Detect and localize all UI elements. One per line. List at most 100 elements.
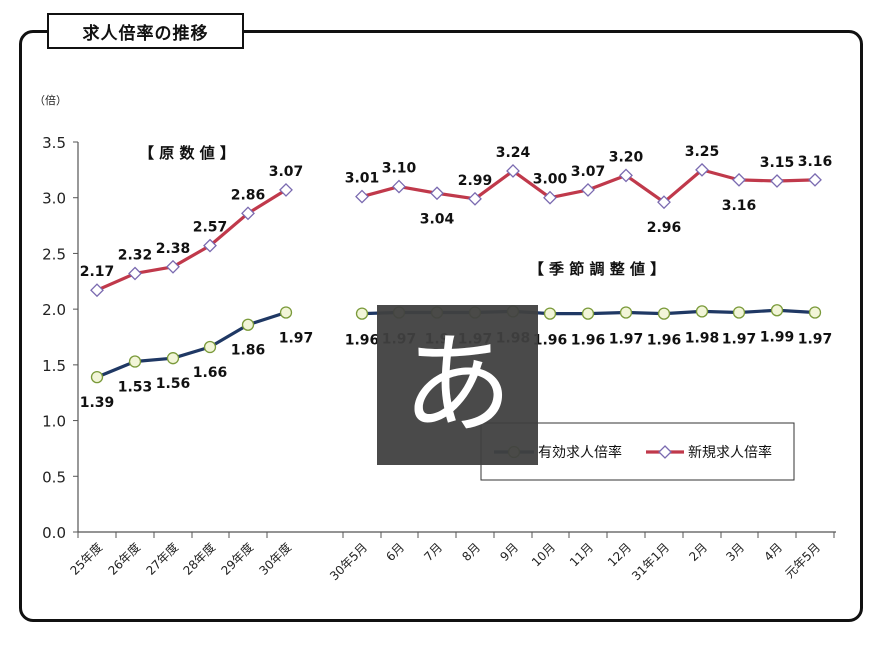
data-label: 3.16: [722, 198, 757, 214]
data-label: 2.96: [647, 220, 682, 236]
data-point: [808, 172, 822, 187]
series-line-1: [96, 188, 287, 292]
data-point: [241, 318, 255, 331]
data-label: 2.17: [80, 264, 115, 280]
legend-label: 有効求人倍率: [538, 444, 622, 461]
data-label: 2.86: [231, 187, 266, 203]
data-label: 2.57: [193, 220, 228, 236]
data-point: [90, 370, 104, 384]
data-point: [770, 174, 784, 188]
data-label: 1.98: [685, 330, 720, 346]
data-point: [468, 191, 482, 206]
data-label: 1.96: [345, 333, 380, 349]
x-tick-label: 元年5月: [782, 540, 823, 581]
data-point: [203, 340, 217, 354]
y-tick-label: 1.0: [42, 413, 66, 431]
data-point: [430, 186, 444, 201]
x-tick-label: 27年度: [143, 540, 181, 578]
data-point: [657, 195, 671, 210]
x-tick-label: 6月: [383, 540, 407, 564]
y-tick-label: 3.0: [42, 190, 66, 208]
data-point: [808, 306, 822, 319]
y-tick-label: 0.5: [42, 468, 66, 486]
x-tick-label: 26年度: [105, 540, 143, 578]
data-point: [166, 259, 180, 274]
data-point: [241, 206, 255, 221]
overlay-glyph: あ: [402, 321, 513, 449]
data-label: 2.99: [458, 173, 493, 189]
data-label: 3.01: [345, 171, 380, 187]
x-tick-label: 12月: [605, 540, 634, 569]
data-label: 3.25: [685, 144, 720, 160]
legend-label: 新規求人倍率: [688, 444, 772, 461]
x-tick-label: 30年5月: [327, 540, 370, 583]
data-point: [770, 304, 784, 317]
data-label: 1.56: [156, 376, 191, 392]
x-tick-label: 25年度: [67, 540, 105, 578]
data-label: 1.97: [722, 331, 757, 347]
data-label: 2.32: [118, 247, 153, 263]
x-tick-label: 29年度: [218, 540, 256, 578]
y-unit-label: （倍）: [34, 93, 67, 107]
data-point: [355, 307, 369, 320]
x-tick-label: 31年1月: [629, 540, 672, 583]
data-label: 3.16: [798, 154, 833, 170]
x-tick-label: 7月: [421, 540, 445, 564]
data-label: 1.39: [80, 395, 115, 411]
y-tick-label: 3.5: [42, 134, 66, 152]
data-label: 3.10: [382, 161, 417, 177]
data-point: [732, 306, 746, 319]
legend-swatch-marker: [658, 445, 672, 459]
data-point: [279, 306, 293, 319]
x-tick-label: 30年度: [256, 540, 294, 578]
data-point: [506, 164, 520, 178]
data-point: [732, 172, 746, 187]
data-point: [128, 355, 142, 368]
series-line-0: [96, 310, 287, 379]
data-point: [581, 307, 595, 320]
data-point: [279, 182, 293, 197]
data-label: 3.04: [420, 211, 455, 227]
data-point: [619, 306, 633, 319]
data-point: [695, 305, 709, 318]
data-label: 1.97: [798, 331, 833, 347]
data-point: [543, 307, 557, 320]
data-label: 3.07: [571, 164, 606, 180]
data-point: [203, 238, 217, 253]
x-tick-label: 2月: [686, 540, 710, 564]
x-tick-label: 10月: [529, 540, 558, 569]
input-method-overlay: あ: [377, 305, 538, 465]
data-point: [695, 162, 709, 177]
data-label: 3.15: [760, 155, 795, 171]
data-label: 3.07: [269, 164, 304, 180]
x-tick-label: 4月: [761, 540, 785, 564]
data-label: 1.96: [533, 333, 568, 349]
data-point: [166, 352, 180, 365]
data-point: [543, 190, 557, 205]
data-point: [355, 189, 369, 204]
data-point: [619, 168, 633, 183]
section-label-raw: 【 原 数 値 】: [139, 144, 235, 162]
chart-frame: [19, 30, 863, 622]
y-tick-label: 2.5: [42, 245, 66, 263]
data-label: 3.20: [609, 149, 644, 165]
data-point: [581, 182, 595, 197]
data-label: 1.53: [118, 380, 153, 396]
data-label: 1.96: [647, 333, 682, 349]
x-tick-label: 9月: [497, 540, 521, 564]
data-label: 1.86: [231, 343, 266, 359]
data-label: 3.24: [496, 145, 531, 161]
x-tick-label: 3月: [723, 540, 747, 564]
chart-title: 求人倍率の推移: [47, 13, 244, 49]
section-label-seasonal: 【 季 節 調 整 値 】: [529, 260, 665, 278]
y-tick-label: 1.5: [42, 357, 66, 375]
data-label: 1.97: [279, 330, 314, 346]
data-point: [392, 179, 406, 194]
data-label: 3.00: [533, 172, 568, 188]
data-label: 1.97: [609, 331, 644, 347]
data-label: 1.99: [760, 329, 795, 345]
x-tick-label: 11月: [567, 540, 596, 569]
x-tick-label: 28年度: [180, 540, 218, 578]
data-label: 1.96: [571, 333, 606, 349]
data-point: [90, 283, 104, 298]
